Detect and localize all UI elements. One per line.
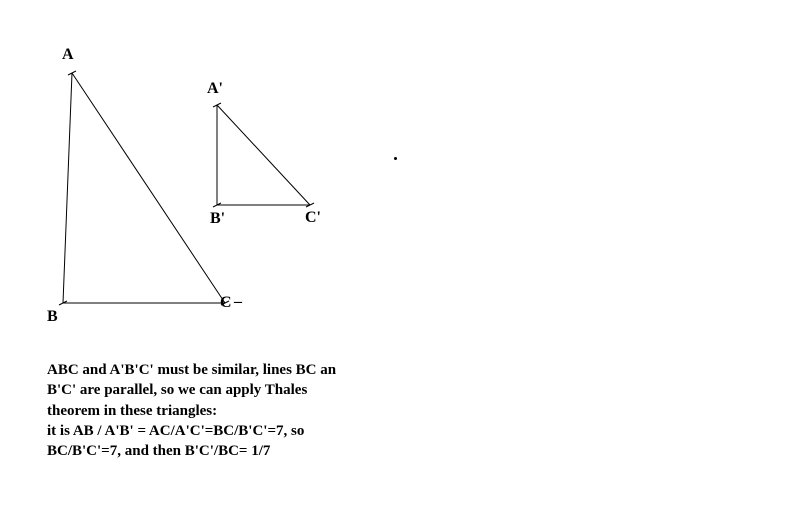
label-C-prime: C' — [305, 209, 321, 227]
label-C: C — [220, 294, 232, 312]
label-C-dash: – — [234, 293, 242, 311]
diagram-container: A B C – A' B' C' ABC and A'B'C' must be … — [0, 0, 800, 531]
explanation-text: ABC and A'B'C' must be similar, lines BC… — [47, 360, 336, 461]
label-A: A — [62, 46, 74, 64]
stray-dot — [394, 157, 397, 160]
label-B: B — [47, 308, 58, 326]
label-B-prime: B' — [210, 210, 225, 228]
label-A-prime: A' — [207, 80, 223, 98]
